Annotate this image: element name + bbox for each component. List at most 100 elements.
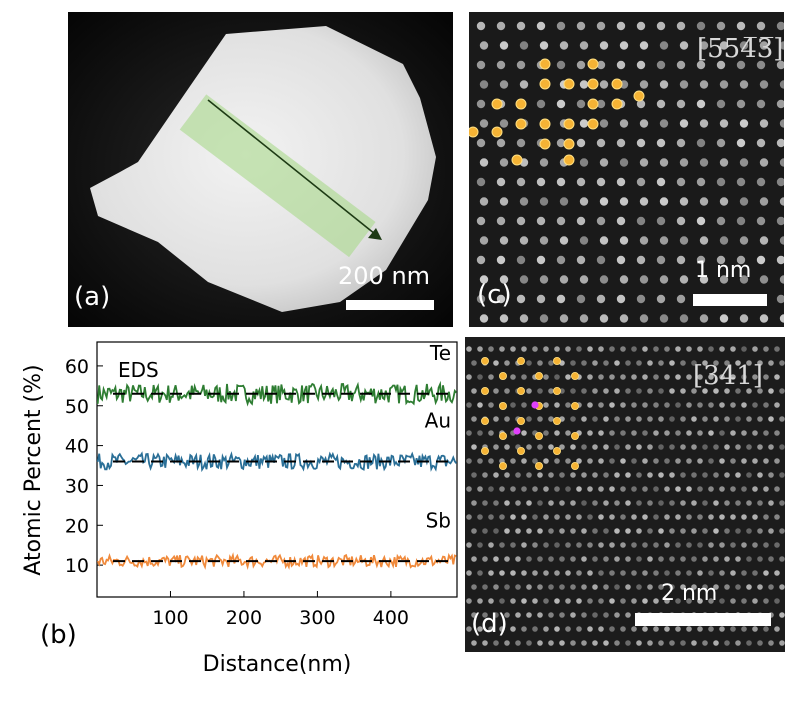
atom-column: [559, 197, 569, 206]
atom-column: [696, 21, 706, 31]
atom-column: [708, 570, 714, 576]
atom-column: [664, 570, 670, 576]
atom-column: [581, 416, 587, 422]
atom-column: [592, 640, 598, 646]
atom-column: [730, 430, 736, 436]
atom-column: [730, 570, 736, 576]
atom-column: [609, 514, 615, 520]
atom-column: [476, 21, 486, 31]
atom-column: [653, 486, 659, 492]
atom-column: [656, 99, 666, 109]
atom-column: [779, 80, 784, 89]
atom-column: [625, 388, 631, 394]
atom-column: [691, 528, 697, 534]
atom-column: [559, 640, 565, 646]
atom-column: [669, 444, 675, 450]
atom-column: [499, 486, 505, 492]
atom-marker: [611, 98, 623, 110]
atom-column: [741, 430, 747, 436]
atom-overlay-d: [480, 356, 580, 471]
atom-column: [739, 236, 749, 245]
atom-column: [532, 458, 538, 464]
atom-column: [537, 472, 543, 478]
atom-column: [741, 458, 747, 464]
atom-column: [471, 472, 477, 478]
atom-marker: [633, 90, 645, 102]
panel-d-scale-bar: [635, 613, 771, 626]
atom-column: [736, 60, 746, 70]
atom-column: [466, 598, 472, 604]
atom-column: [639, 236, 649, 245]
atom-column: [752, 402, 758, 408]
atom-column: [639, 119, 649, 128]
atom-column: [466, 626, 472, 632]
atom-column: [664, 402, 670, 408]
atom-column: [477, 486, 483, 492]
atom-column: [675, 374, 681, 380]
atom-column: [669, 500, 675, 506]
atom-column: [659, 236, 669, 245]
atom-column: [719, 314, 729, 323]
atom-column: [559, 472, 565, 478]
atom-column: [702, 584, 708, 590]
atom-column: [603, 556, 609, 562]
atom-column: [719, 374, 725, 380]
atom-column: [556, 21, 566, 31]
atom-column: [548, 360, 554, 366]
atom-column: [724, 416, 730, 422]
atom-column: [735, 360, 741, 366]
atom-column: [658, 360, 664, 366]
atom-column: [757, 528, 763, 534]
atom-column: [543, 374, 549, 380]
atom-column: [548, 640, 554, 646]
atom-column: [679, 119, 689, 128]
atom-column: [532, 514, 538, 520]
atom-column: [476, 255, 486, 265]
atom-column: [699, 236, 709, 245]
atom-column: [587, 458, 593, 464]
atom-column: [559, 444, 565, 450]
atom-column: [676, 138, 686, 148]
atom-column: [686, 374, 692, 380]
atom-column: [779, 528, 785, 534]
atom-column: [680, 528, 686, 534]
atom-column: [537, 584, 543, 590]
atom-column: [596, 216, 606, 226]
atom-column: [776, 60, 784, 70]
atom-column: [759, 119, 769, 128]
atom-column: [620, 374, 626, 380]
atom-column: [598, 542, 604, 548]
atom-marker: [587, 78, 599, 90]
atom-column: [477, 570, 483, 576]
atom-column: [735, 556, 741, 562]
atom-column: [636, 21, 646, 31]
atom-column: [521, 486, 527, 492]
atom-column: [476, 216, 486, 226]
atom-column: [510, 514, 516, 520]
atom-column: [759, 314, 769, 323]
atom-column: [647, 640, 653, 646]
atom-column: [664, 626, 670, 632]
atom-column: [526, 556, 532, 562]
atom-column: [471, 360, 477, 366]
atom-column: [488, 374, 494, 380]
atom-column: [736, 255, 746, 265]
atom-column: [779, 416, 785, 422]
atom-column: [603, 444, 609, 450]
y-tick-label: 20: [65, 515, 89, 537]
atom-column: [719, 41, 729, 50]
atom-column: [477, 346, 483, 352]
atom-column: [536, 216, 546, 226]
reference-lines: [113, 392, 449, 563]
atom-column: [713, 388, 719, 394]
atom-column: [708, 374, 714, 380]
atom-column: [592, 528, 598, 534]
atom-column: [548, 556, 554, 562]
atom-column: [625, 500, 631, 506]
atom-column: [763, 626, 769, 632]
atom-column: [559, 275, 569, 284]
y-tick-label: 40: [65, 436, 89, 458]
atom-column: [581, 360, 587, 366]
atom-column: [598, 570, 604, 576]
atom-column: [516, 255, 526, 265]
